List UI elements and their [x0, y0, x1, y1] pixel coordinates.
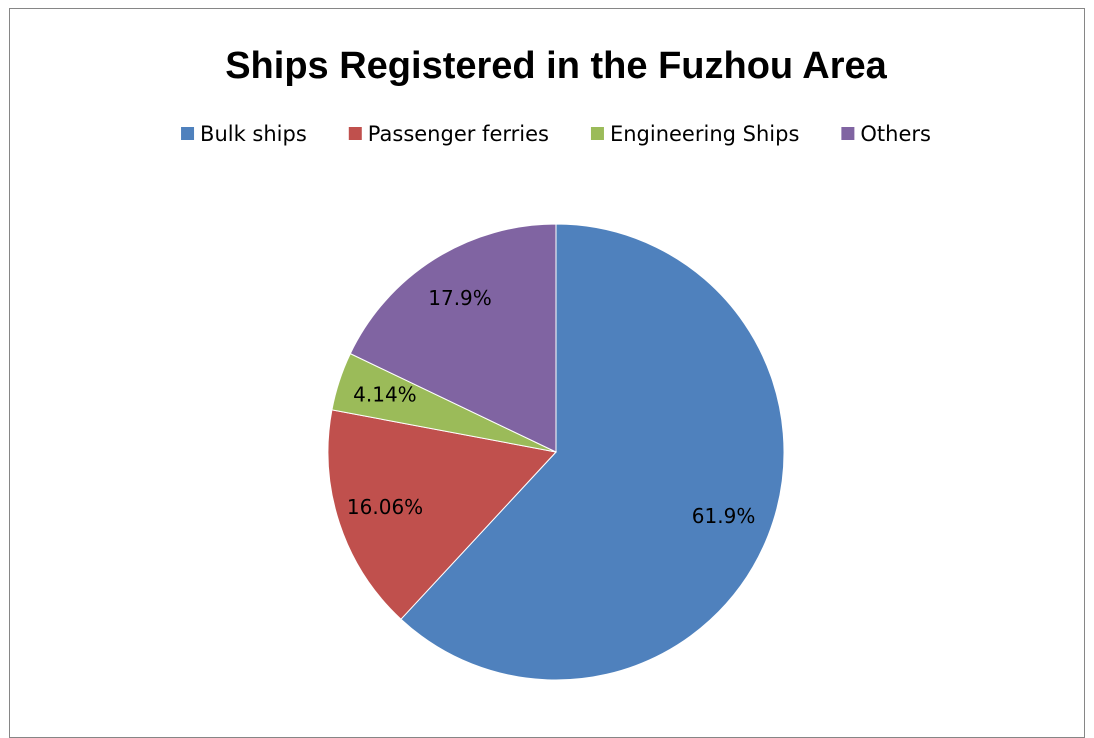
legend-swatch	[181, 127, 195, 140]
data-label: 16.06%	[347, 495, 423, 519]
pie-slice	[327, 409, 557, 620]
data-label: 17.9%	[428, 286, 492, 310]
chart-title: Ships Registered in the Fuzhou Area	[225, 45, 887, 87]
data-label: 4.14%	[353, 383, 417, 407]
legend-swatch	[348, 127, 362, 140]
legend-label: Passenger ferries	[368, 122, 549, 146]
legend-label: Engineering Ships	[610, 122, 799, 146]
data-label: 61.9%	[692, 504, 756, 528]
legend: Bulk ships Passenger ferries Engineering S…	[181, 122, 931, 146]
pie-slice	[349, 223, 557, 453]
legend-label: Others	[860, 122, 931, 146]
legend-label: Bulk ships	[200, 122, 307, 146]
pie-slice	[400, 223, 785, 681]
legend-swatch	[841, 127, 855, 140]
legend-swatch	[590, 127, 604, 140]
